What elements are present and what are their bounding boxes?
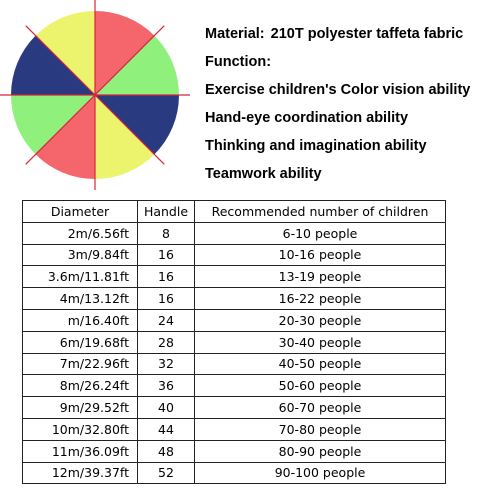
handle-cell: 52 xyxy=(137,461,195,485)
parachute-panel xyxy=(35,95,95,179)
table-row: 11m/36.09ft 48 80-90 people xyxy=(22,439,446,463)
children-cell: 13-19 people xyxy=(194,265,446,289)
header-children: Recommended number of children xyxy=(194,200,446,223)
function-item: Teamwork ability xyxy=(205,166,322,182)
table-row: 8m/26.24ft 36 50-60 people xyxy=(22,374,446,398)
diameter-cell: 9m/29.52ft xyxy=(22,396,138,419)
material-label: Material: xyxy=(205,26,265,42)
diameter-cell: 3.6m/11.81ft xyxy=(22,265,138,289)
children-cell: 20-30 people xyxy=(194,308,446,332)
table-row: 7m/22.96ft 32 40-50 people xyxy=(22,352,446,376)
diameter-cell: 7m/22.96ft xyxy=(22,352,138,376)
children-cell: 30-40 people xyxy=(194,330,446,354)
handle-cell: 16 xyxy=(137,287,195,310)
material-line: Material: 210T polyester taffeta fabric xyxy=(205,20,495,48)
table-header-row: Diameter Handle Recommended number of ch… xyxy=(22,200,446,223)
handle-cell: 28 xyxy=(137,330,195,354)
function-item: Hand-eye coordination ability xyxy=(205,110,409,126)
parachute-seam xyxy=(94,25,165,96)
parachute-image xyxy=(0,0,190,190)
children-cell: 70-80 people xyxy=(194,417,446,441)
header-handle: Handle xyxy=(137,200,195,223)
handle-cell: 48 xyxy=(137,439,195,463)
parachute-panel xyxy=(11,95,95,155)
table-row: 12m/39.37ft 52 90-100 people xyxy=(22,461,446,485)
parachute-seam xyxy=(25,25,96,96)
diameter-cell: 2m/6.56ft xyxy=(22,221,138,245)
diameter-cell: m/16.40ft xyxy=(22,308,138,332)
handle-cell: 16 xyxy=(137,243,195,267)
header-diameter: Diameter xyxy=(22,200,138,223)
table-row: m/16.40ft 24 20-30 people xyxy=(22,308,446,332)
children-cell: 16-22 people xyxy=(194,287,446,310)
table-row: 2m/6.56ft 8 6-10 people xyxy=(22,221,446,245)
children-cell: 40-50 people xyxy=(194,352,446,376)
parachute-panel xyxy=(35,11,95,95)
diameter-cell: 8m/26.24ft xyxy=(22,374,138,398)
parachute-seam xyxy=(94,94,165,165)
diameter-cell: 4m/13.12ft xyxy=(22,287,138,310)
children-cell: 6-10 people xyxy=(194,221,446,245)
table-row: 3m/9.84ft 16 10-16 people xyxy=(22,243,446,267)
parachute-panel xyxy=(95,35,179,95)
children-cell: 10-16 people xyxy=(194,243,446,267)
function-item: Exercise children's Color vision ability xyxy=(205,82,471,98)
parachute-panel xyxy=(95,95,155,179)
table-row: 10m/32.80ft 44 70-80 people xyxy=(22,417,446,441)
handle-cell: 8 xyxy=(137,221,195,245)
parachute-seam xyxy=(25,94,96,165)
table-row: 3.6m/11.81ft 16 13-19 people xyxy=(22,265,446,289)
handle-cell: 16 xyxy=(137,265,195,289)
parachute-panel xyxy=(11,35,95,95)
handle-cell: 40 xyxy=(137,396,195,419)
children-cell: 50-60 people xyxy=(194,374,446,398)
parachute-panel xyxy=(95,95,179,155)
handle-cell: 32 xyxy=(137,352,195,376)
handle-cell: 36 xyxy=(137,374,195,398)
children-cell: 90-100 people xyxy=(194,461,446,485)
diameter-cell: 11m/36.09ft xyxy=(22,439,138,463)
diameter-cell: 6m/19.68ft xyxy=(22,330,138,354)
size-table: Diameter Handle Recommended number of ch… xyxy=(22,200,446,485)
table-row: 4m/13.12ft 16 16-22 people xyxy=(22,287,446,310)
function-item: Thinking and imagination ability xyxy=(205,138,427,154)
diameter-cell: 12m/39.37ft xyxy=(22,461,138,485)
table-row: 9m/29.52ft 40 60-70 people xyxy=(22,396,446,419)
specs-panel: Material: 210T polyester taffeta fabric F… xyxy=(205,20,495,188)
function-label: Function: xyxy=(205,54,272,70)
children-cell: 80-90 people xyxy=(194,439,446,463)
children-cell: 60-70 people xyxy=(194,396,446,419)
handle-cell: 24 xyxy=(137,308,195,332)
handle-cell: 44 xyxy=(137,417,195,441)
table-row: 6m/19.68ft 28 30-40 people xyxy=(22,330,446,354)
parachute-panel xyxy=(95,11,155,95)
diameter-cell: 10m/32.80ft xyxy=(22,417,138,441)
diameter-cell: 3m/9.84ft xyxy=(22,243,138,267)
material-value: 210T polyester taffeta fabric xyxy=(270,26,464,42)
